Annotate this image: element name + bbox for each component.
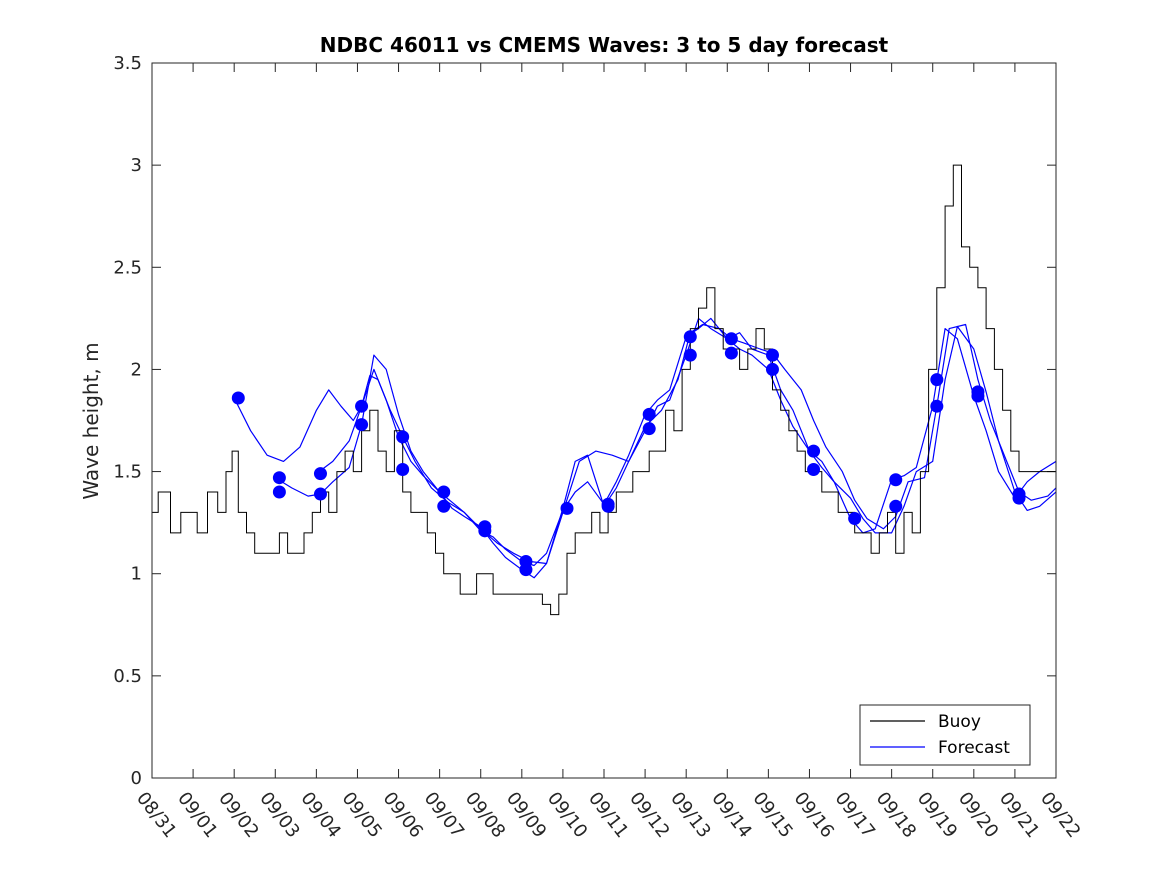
forecast-marker [1012,491,1026,505]
forecast-marker [765,348,779,362]
forecast-marker [807,444,821,458]
forecast-marker [519,563,533,577]
y-axis-label: Wave height, m [79,342,103,499]
plot-frame [151,62,1057,779]
forecast-marker [642,422,656,436]
y-tick-label: 0 [131,768,142,789]
y-tick-label: 1.5 [113,462,142,483]
forecast-marker [478,524,492,538]
forecast-marker [807,463,821,477]
y-tick-label: 2.5 [113,257,142,278]
forecast-marker [355,399,369,413]
forecast-marker [231,391,245,405]
legend-label-buoy: Buoy [938,712,981,732]
forecast-marker [848,512,862,526]
forecast-marker [724,332,738,346]
forecast-marker [724,346,738,360]
forecast-marker [889,473,903,487]
forecast-marker [765,362,779,376]
legend-label-forecast: Forecast [938,738,1010,758]
forecast-marker [601,499,615,513]
forecast-marker [437,499,451,513]
y-tick-label: 1 [131,564,142,585]
forecast-marker [272,471,286,485]
legend-box [859,704,1031,766]
forecast-marker [930,373,944,387]
forecast-marker [930,399,944,413]
plot-area [152,63,1056,778]
forecast-marker [396,463,410,477]
forecast-marker [313,487,327,501]
y-tick-label: 3 [131,155,142,176]
forecast-marker [560,501,574,515]
forecast-marker [355,418,369,432]
chart-title: NDBC 46011 vs CMEMS Waves: 3 to 5 day fo… [320,33,889,57]
forecast-marker [683,348,697,362]
legend: Buoy Forecast [859,704,1031,766]
forecast-marker [683,330,697,344]
y-tick-label: 2 [131,359,142,380]
y-tick-label: 3.5 [113,53,142,74]
marker-layer [231,330,1026,577]
forecast-marker [272,485,286,499]
forecast-marker [396,430,410,444]
y-tick-label: 0.5 [113,666,142,687]
forecast-marker [889,499,903,513]
forecast-marker [437,485,451,499]
forecast-marker [313,467,327,481]
forecast-marker [971,389,985,403]
forecast-marker [642,407,656,421]
